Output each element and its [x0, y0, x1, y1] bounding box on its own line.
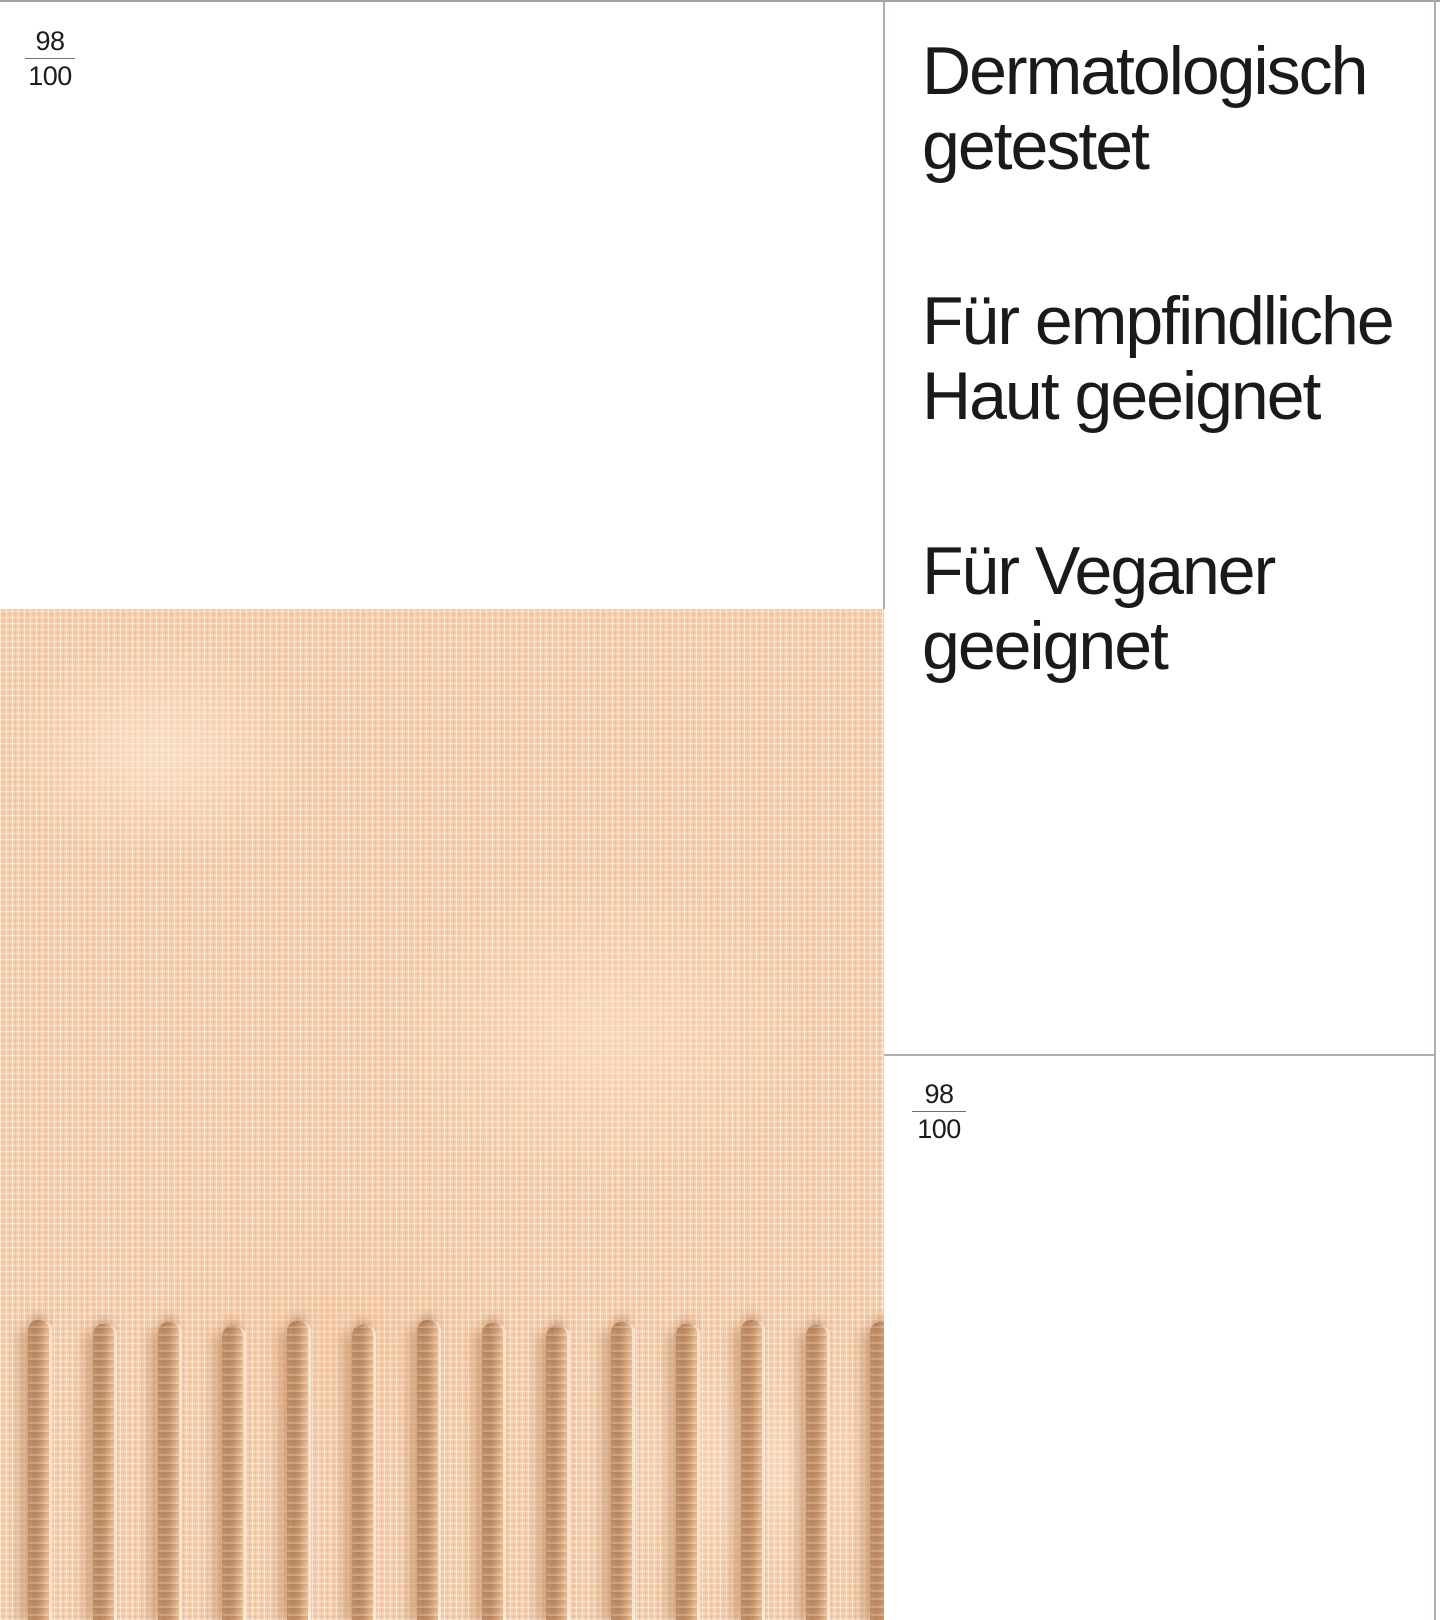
score-denominator: 100	[917, 1114, 961, 1144]
groove-stripe	[870, 1322, 884, 1620]
claim-vegan: Für Veganer geeignet	[922, 533, 1276, 684]
claims-list: Dermatologisch getestet Für empfindliche…	[886, 2, 1434, 784]
groove-stripe	[28, 1320, 49, 1620]
top-border-line	[0, 0, 1440, 2]
groove-stripe	[222, 1326, 244, 1620]
groove-stripe	[805, 1325, 827, 1620]
swatch-grooves	[0, 1320, 884, 1620]
score-badge-top-left: 98 100	[25, 28, 75, 90]
groove-stripe	[676, 1324, 697, 1620]
groove-stripe	[740, 1320, 762, 1620]
groove-stripe	[546, 1326, 568, 1620]
claim-dermatologically-tested: Dermatologisch getestet	[922, 33, 1368, 184]
groove-stripe	[611, 1322, 633, 1620]
right-border-line	[1434, 0, 1436, 1620]
column-divider-line	[883, 2, 885, 609]
groove-stripe	[352, 1325, 373, 1620]
row-divider-line	[884, 1054, 1434, 1056]
groove-stripe	[157, 1322, 179, 1620]
score-badge-bottom-right: 98 100	[912, 1081, 966, 1143]
claim-sensitive-skin: Für empfindliche Haut geeignet	[922, 283, 1395, 434]
score-numerator: 98	[25, 28, 75, 59]
groove-stripe	[416, 1320, 438, 1620]
groove-stripe	[287, 1321, 309, 1620]
score-denominator: 100	[28, 61, 72, 91]
score-numerator: 98	[912, 1081, 966, 1112]
powder-swatch-image	[0, 609, 884, 1620]
groove-stripe	[92, 1324, 114, 1620]
groove-stripe	[481, 1323, 503, 1620]
